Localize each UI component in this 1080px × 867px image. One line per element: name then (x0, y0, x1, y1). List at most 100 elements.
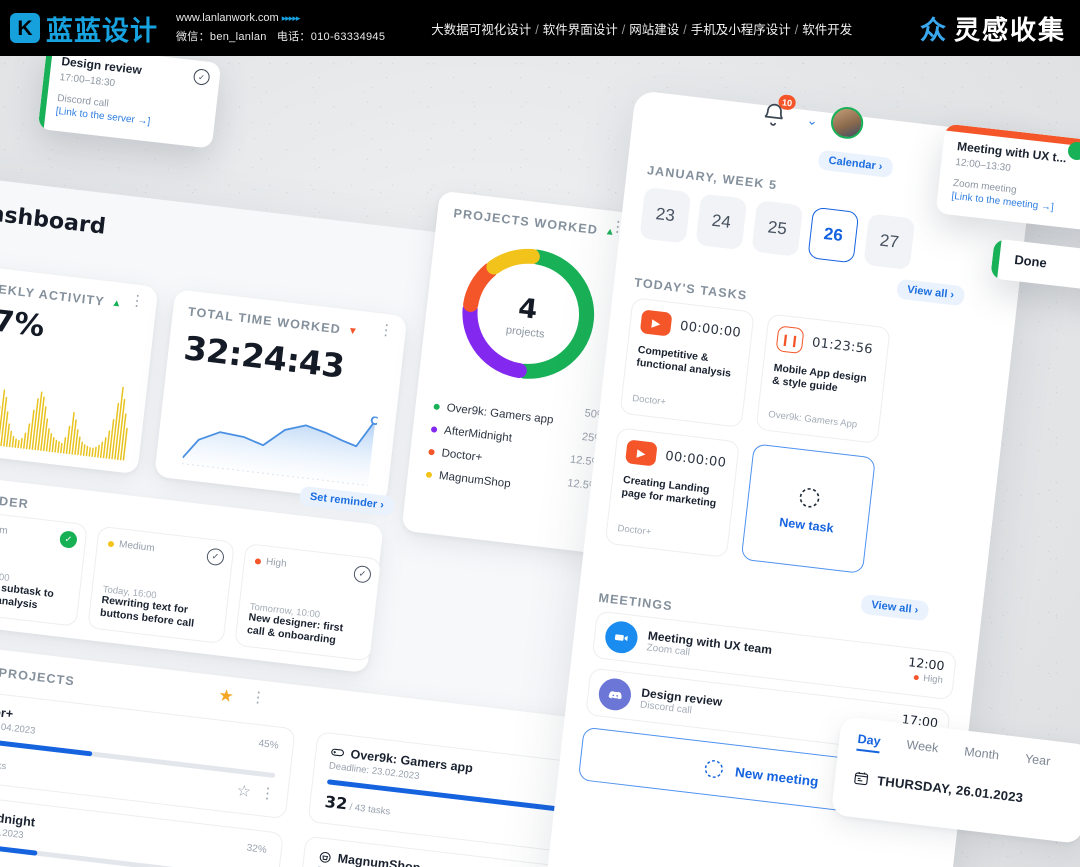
project-menu-icon[interactable]: ⋮ (259, 784, 277, 803)
zoom-icon (603, 619, 640, 655)
legend-dot-3 (425, 471, 433, 479)
new-meeting-button[interactable]: New meeting (577, 726, 944, 823)
task-title-2: Creating Landing page for marketing (620, 473, 717, 510)
pause-icon[interactable]: ❙❙ (775, 325, 805, 355)
project-name-3: MagnumShop (318, 849, 652, 867)
legend-label-3: MagnumShop (438, 470, 512, 491)
task-title-0: Competitive & functional analysis (635, 343, 732, 380)
day-cell-27[interactable]: 27 (863, 213, 916, 270)
shop-icon (319, 851, 331, 863)
service-0: 大数据可视化设计 (431, 22, 532, 37)
task-project-2: Doctor+ (616, 523, 652, 538)
task-timer-2: 00:00:00 (664, 448, 727, 471)
service-2: 网站建设 (629, 22, 680, 37)
new-task-button[interactable]: New task (740, 443, 876, 574)
priority-dot-icon (254, 557, 262, 565)
reminder-text-0: Add new subtask to Doctor+ analysis (0, 576, 55, 612)
meeting-priority-0: High (922, 672, 944, 687)
recent-projects-menu-icon[interactable]: ⋮ (249, 688, 267, 707)
brand-logo-mark: K (10, 13, 40, 43)
tab-week[interactable]: Week (905, 737, 940, 756)
project-row[interactable]: MagnumShop Deadline: 15.05.2023 89% 16 /… (295, 835, 668, 867)
meeting-meta-0: 12:00 High (906, 654, 946, 687)
set-reminder-label: Set reminder (309, 490, 378, 511)
float-dr-time: 17:00–18:30 (59, 72, 116, 90)
project-row[interactable]: Over9k: Gamers app Deadline: 23.02.2023 … (307, 731, 680, 865)
add-circle-dashed-icon (705, 760, 724, 778)
meeting-row-0[interactable]: Meeting with UX team Zoom call 12:00 Hig… (591, 610, 958, 701)
day-cell-24[interactable]: 24 (695, 193, 748, 251)
bell-icon[interactable]: 10 (760, 93, 797, 129)
play-icon[interactable]: ▶ (639, 309, 673, 337)
play-icon[interactable]: ▶ (625, 439, 658, 467)
inspiration-mark: 众 (919, 14, 946, 45)
service-4: 软件开发 (802, 22, 853, 37)
star-outline-icon[interactable]: ☆ (235, 782, 252, 802)
brand-logo: K 蓝蓝设计 (10, 9, 158, 48)
float-done-title: Done (1013, 251, 1048, 271)
brand-phone: 电话：010-63334945 (276, 31, 386, 43)
meetings-view-all-label: View all (870, 598, 913, 616)
project-actions-0[interactable]: ☆ ⋮ (236, 781, 277, 805)
day-cell-25[interactable]: 25 (751, 200, 804, 257)
reminder-text-2: New designer: first call & onboarding (246, 611, 344, 647)
priority-dot-icon (107, 540, 115, 547)
date-switch-plane: Day Week Month Year THURSDAY, 26.01.2023 (829, 716, 1080, 865)
legend-dot-2 (428, 448, 435, 456)
meeting-row-1[interactable]: Design review Discord call 17:00 Low (585, 667, 951, 758)
reminder-item-0[interactable]: Medium ✓ Today, 12:00 Add new subtask to… (0, 508, 88, 627)
task-card-0[interactable]: ▶ 00:00:00 Competitive & functional anal… (619, 297, 755, 428)
reminder-priority-2: High (254, 555, 369, 579)
right-panel-plane: 10 ⌄ Calendar › JANUARY, WEEK 5 23 24 25… (543, 90, 1036, 867)
legend-item-2: Doctor+ 12.5% (428, 446, 602, 472)
brand-logo-text: 蓝蓝设计 (46, 15, 158, 46)
current-date: THURSDAY, 26.01.2023 (876, 772, 1025, 805)
inspiration-brand: 众 灵感收集 (920, 10, 1066, 47)
weekly-activity-bar-chart (0, 386, 128, 461)
recent-projects-card: RECENT PROJECTS ★ ⋮ ★ ⋮ Doctor+ Deadline… (0, 640, 691, 867)
day-cell-23[interactable]: 23 (639, 186, 692, 244)
brand-contact: www.lanlanwork.com ▸▸▸▸▸ 微信：ben_lanlan 电… (176, 9, 385, 48)
project-count-1: 32 / 43 tasks (323, 792, 391, 818)
reminder-item-2[interactable]: High ✓ Tomorrow, 10:00 New designer: fir… (234, 543, 382, 662)
add-circle-dashed-icon (799, 487, 820, 508)
service-3: 手机及小程序设计 (690, 22, 791, 37)
discord-icon (597, 676, 633, 713)
float-ux-time: 12:00–13:30 (954, 156, 1012, 175)
total-time-value: 32:24:43 (181, 328, 347, 386)
reminder-text-1: Rewriting text for buttons before call (99, 593, 195, 630)
legend-item-1: AfterMidnight 25% (430, 423, 605, 449)
task-card-1[interactable]: ❙❙ 01:23:56 Mobile App design & style gu… (755, 313, 891, 444)
day-cell-26[interactable]: 26 (807, 206, 860, 264)
weekly-activity-menu-icon[interactable]: ⋮ (128, 291, 146, 311)
task-timer-0: 00:00:00 (679, 318, 742, 341)
new-task-label: New task (778, 514, 835, 535)
total-time-menu-icon[interactable]: ⋮ (377, 321, 395, 340)
task-project-1: Over9k: Gamers App (767, 409, 858, 431)
legend-label-1: AfterMidnight (443, 424, 513, 445)
service-1: 软件界面设计 (542, 22, 618, 37)
weekly-activity-card: WEEKLY ACTIVITY ▲ ⋮ 87% (0, 264, 159, 475)
project-row[interactable]: Doctor+ Deadline: 12.04.2023 45% 12 / 28… (0, 685, 296, 820)
recent-projects-title: RECENT PROJECTS (0, 658, 76, 689)
date-switch-card: Day Week Month Year THURSDAY, 26.01.2023 (830, 716, 1080, 844)
legend-label-0: Over9k: Gamers app (446, 402, 555, 427)
tasks-view-all-label: View all (906, 283, 949, 301)
trend-up-icon: ▲ (111, 297, 123, 310)
legend-item-0: Over9k: Gamers app 50% (433, 401, 607, 427)
calendar-icon (854, 771, 869, 786)
task-project-0: Doctor+ (631, 393, 667, 408)
inspiration-text: 灵感收集 (953, 14, 1066, 45)
reminder-item-1[interactable]: Medium ✓ Today, 16:00 Rewriting text for… (87, 525, 235, 645)
task-card-2[interactable]: ▶ 00:00:00 Creating Landing page for mar… (604, 427, 740, 558)
star-filled-icon[interactable]: ★ (217, 685, 235, 707)
total-time-card: TOTAL TIME WORKED ▼ ⋮ 32:24:43 (154, 289, 408, 504)
weekly-activity-value: 87% (0, 301, 47, 345)
tab-year[interactable]: Year (1024, 751, 1052, 769)
chevron-down-icon[interactable]: ⌄ (806, 112, 819, 129)
tab-day[interactable]: Day (856, 731, 882, 754)
gamepad-icon (331, 748, 344, 757)
task-title-1: Mobile App design & style guide (771, 361, 868, 395)
check-circle-icon[interactable]: ✓ (192, 68, 211, 86)
tab-month[interactable]: Month (963, 744, 1000, 763)
